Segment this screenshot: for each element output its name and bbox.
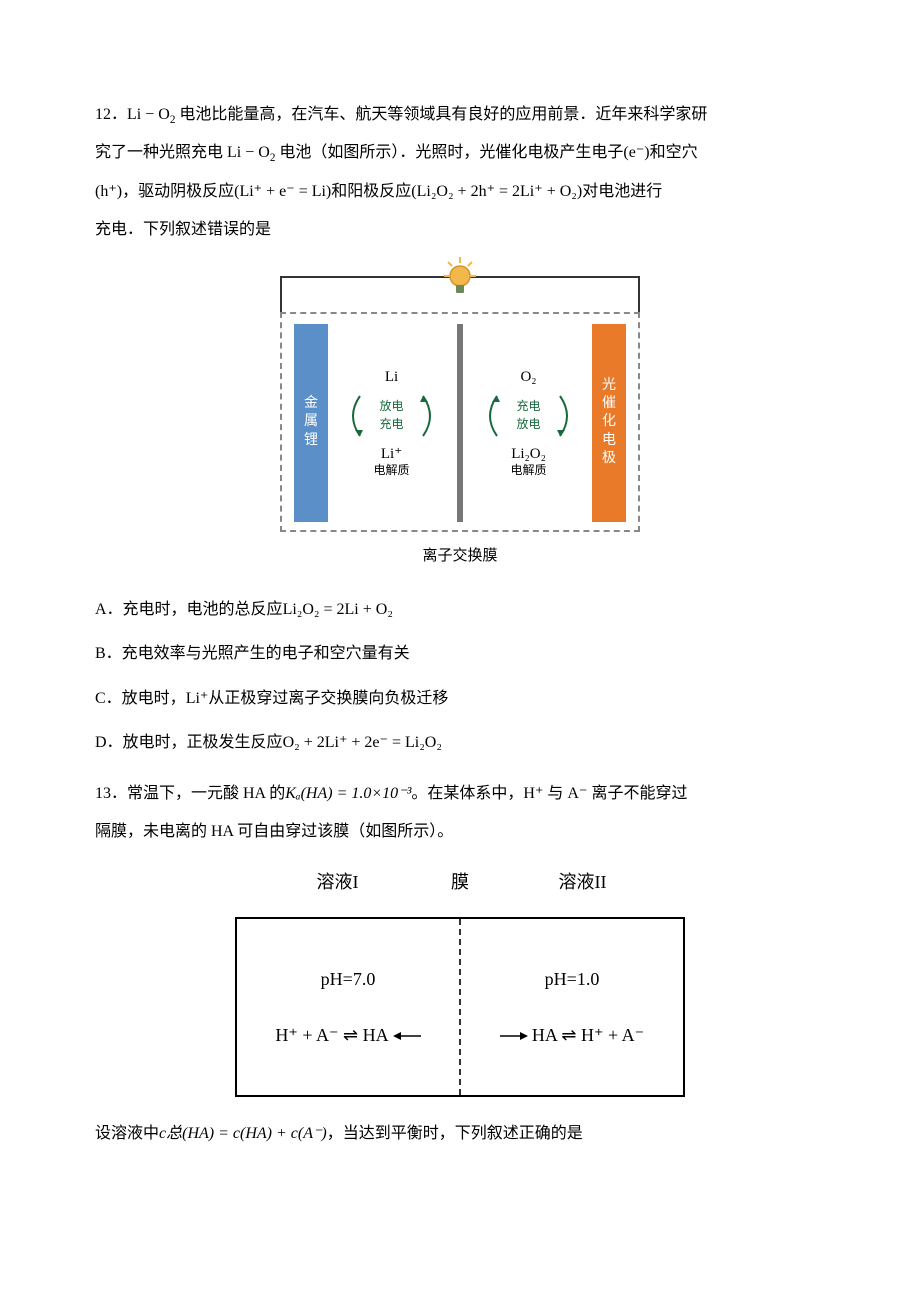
q12-h-plus: (h⁺)	[95, 183, 122, 200]
q13-left-half: pH=7.0 H⁺ + A⁻ ⇌ HA	[237, 919, 459, 1095]
q12-opt-c-pre: C．放电时，	[95, 690, 186, 707]
q13-eq-right: HA ⇌ H⁺ + A⁻	[532, 1018, 644, 1052]
q12-opt-a-pre: A．充电时，电池的总反应	[95, 601, 283, 618]
q12-option-d: D．放电时，正极发生反应O₂ + 2Li⁺ + 2e⁻ = Li₂O₂	[95, 728, 825, 758]
discharge-label-right: 放电	[516, 418, 540, 431]
electrode-left: 金属锂	[294, 324, 328, 522]
q13-right-half: pH=1.0 HA ⇌ H⁺ + A⁻	[461, 919, 683, 1095]
q12-line1: 12．Li − O2 电池比能量高，在汽车、航天等领域具有良好的应用前景．近年来…	[95, 100, 825, 130]
q13-headers: 溶液I 膜 溶液II	[235, 865, 685, 899]
q13-ka: Kₐ(HA) = 1.0×10⁻³	[285, 785, 411, 802]
arrow-right-icon	[500, 1031, 528, 1041]
q12-opt-c-post: 从正极穿过离子交换膜向负极迁移	[208, 690, 448, 707]
electrode-right: 光催化电极	[592, 324, 626, 522]
q13-header-left: 溶液I	[235, 865, 440, 899]
q13-ph-right: pH=1.0	[545, 962, 600, 996]
charge-label-right: 充电	[516, 400, 540, 413]
q13-ph-left: pH=7.0	[321, 962, 376, 996]
q13-closing: 设溶液中c总(HA) = c(HA) + c(A⁻)，当达到平衡时，下列叙述正确…	[95, 1119, 825, 1149]
q13-header-mid: 膜	[440, 865, 480, 899]
q12-opt-c-mid: Li⁺	[186, 690, 209, 707]
right-chamber: O₂ 充电 放电	[465, 324, 592, 522]
q12-intro-3c: 对电池进行	[582, 183, 662, 200]
q13-line2: 隔膜，未电离的 HA 可自由穿过该膜（如图所示）。	[95, 817, 825, 847]
membrane-label: 离子交换膜	[280, 542, 640, 571]
q12-intro-2c: 和空穴	[650, 144, 698, 161]
q12-opt-a-eq: Li₂O₂ = 2Li + O₂	[283, 601, 393, 618]
left-top-species: Li	[385, 363, 398, 392]
q13-closing-b: ，当达到平衡时，下列叙述正确的是	[327, 1125, 583, 1142]
q12-anode-rxn: (Li₂O₂ + 2h⁺ = 2Li⁺ + O₂)	[411, 183, 582, 200]
q12-opt-d-pre: D．放电时，正极发生反应	[95, 734, 283, 751]
q12-opt-d-eq: O₂ + 2Li⁺ + 2e⁻ = Li₂O₂	[283, 734, 442, 751]
q12-option-b: B．充电效率与光照产生的电子和空穴量有关	[95, 639, 825, 669]
q12-intro-1b: 电池比能量高，在汽车、航天等领域具有良好的应用前景．近年来科学家研	[175, 106, 707, 123]
right-top-species: O₂	[520, 363, 536, 392]
left-bottom-species: Li⁺	[381, 440, 402, 469]
q12-option-a: A．充电时，电池的总反应Li₂O₂ = 2Li + O₂	[95, 595, 825, 625]
q13-eq-left: H⁺ + A⁻ ⇌ HA	[275, 1018, 388, 1052]
q12-line4: 充电．下列叙述错误的是	[95, 215, 825, 245]
arc-left-down-icon	[342, 392, 368, 440]
q13-line1: 13．常温下，一元酸 HA 的Kₐ(HA) = 1.0×10⁻³。在某体系中，H…	[95, 779, 825, 809]
q12-diagram: 金属锂 Li 放电 充电	[95, 276, 825, 571]
charge-label-left: 充电	[379, 418, 403, 431]
right-bottom-species: Li₂O₂	[511, 440, 546, 469]
q13-block: 13．常温下，一元酸 HA 的Kₐ(HA) = 1.0×10⁻³。在某体系中，H…	[95, 779, 825, 1150]
arc-right-down-icon	[552, 392, 578, 440]
cell-box: 金属锂 Li 放电 充电	[280, 312, 640, 532]
electrode-right-label: 光催化电极	[602, 377, 616, 468]
q13-closing-a: 设溶液中	[95, 1125, 159, 1142]
q13-diagram: pH=7.0 H⁺ + A⁻ ⇌ HA pH=1.0 HA ⇌ H⁺ + A⁻	[235, 917, 685, 1097]
discharge-label-left: 放电	[379, 400, 403, 413]
q12-intro-3b: 和阳极反应	[331, 183, 411, 200]
q12-line3: (h⁺)，驱动阴极反应(Li⁺ + e⁻ = Li)和阳极反应(Li₂O₂ + …	[95, 177, 825, 207]
arrow-left-icon	[393, 1031, 421, 1041]
wire-top	[280, 276, 640, 312]
q13-diagram-wrap: 溶液I 膜 溶液II pH=7.0 H⁺ + A⁻ ⇌ HA pH=1.0 HA…	[95, 865, 825, 1097]
left-chamber: Li 放电 充电	[328, 324, 455, 522]
q12-intro-3a: ，驱动阴极反应	[122, 183, 234, 200]
separator-bar	[457, 324, 463, 522]
q12-intro-2b: 电池（如图所示）．光照时，光催化电极产生电子	[275, 144, 623, 161]
lamp-icon	[440, 252, 480, 298]
q12-cathode-rxn: (Li⁺ + e⁻ = Li)	[234, 183, 331, 200]
q12-intro-2a: 究了一种光照充电 Li − O	[95, 144, 270, 161]
q12-intro-1: 12．Li − O	[95, 106, 170, 123]
q13-intro-d: 离子不能穿过	[587, 785, 687, 802]
arc-right-up-icon	[479, 392, 505, 440]
q13-closing-eq: c总(HA) = c(HA) + c(A⁻)	[159, 1125, 327, 1142]
q13-intro-a: 13．常温下，一元酸 HA 的	[95, 785, 285, 802]
q12-line2: 究了一种光照充电 Li − O2 电池（如图所示）．光照时，光催化电极产生电子(…	[95, 138, 825, 168]
q13-intro-c: H⁺ 与 A⁻	[523, 785, 587, 802]
electrode-left-label: 金属锂	[304, 395, 318, 450]
q12-option-c: C．放电时，Li⁺从正极穿过离子交换膜向负极迁移	[95, 684, 825, 714]
arc-left-up-icon	[415, 392, 441, 440]
q12-e-minus: (e⁻)	[623, 144, 649, 161]
q13-intro-b: 。在某体系中，	[411, 785, 523, 802]
q12-block: 12．Li − O2 电池比能量高，在汽车、航天等领域具有良好的应用前景．近年来…	[95, 100, 825, 759]
q13-header-right: 溶液II	[480, 865, 685, 899]
